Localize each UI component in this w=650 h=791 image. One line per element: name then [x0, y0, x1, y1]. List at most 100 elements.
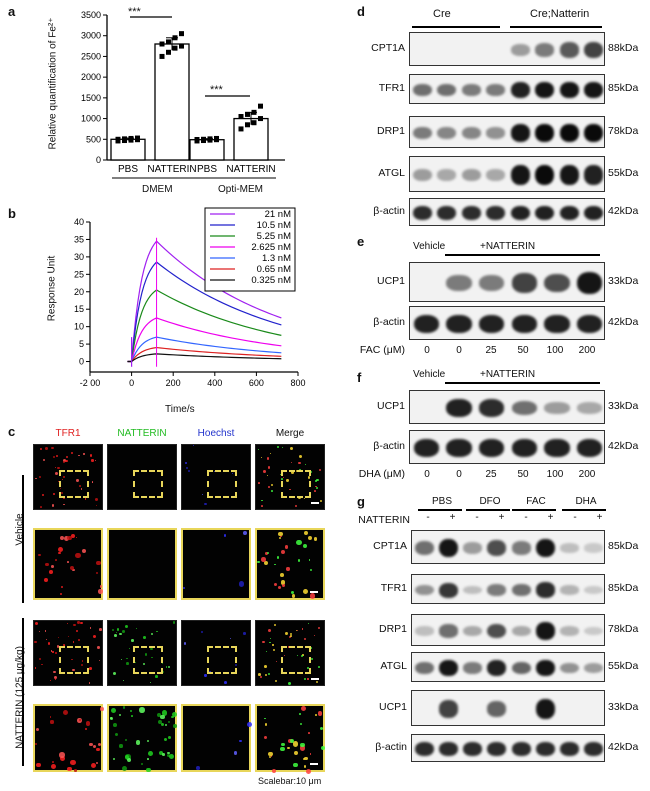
d-band-DRP1-3 [486, 127, 506, 139]
c-signal-r2-c1-26 [113, 672, 117, 676]
b-xtick-label-5: 800 [290, 378, 305, 388]
c-signal-r2-c3-12 [267, 628, 271, 632]
c-signal-r3-c1-6 [172, 711, 178, 717]
f-band-UCP1-3 [511, 400, 538, 415]
d-band-ATGL-1 [437, 169, 457, 181]
c-signal-r0-c3-36 [318, 468, 322, 472]
a-point-1-4 [159, 41, 165, 47]
f-band-β-actin-0 [413, 438, 440, 458]
g-sign-6: - [573, 512, 577, 523]
c-signal-r2-c3-28 [303, 677, 307, 681]
b-legend-label-1: 10.5 nM [257, 220, 291, 231]
c-signal-r2-c1-17 [121, 659, 123, 661]
panel-e-vehicle: Vehicle [413, 241, 446, 252]
c-signal-r3-c3-12 [263, 735, 268, 740]
c-signal-r3-c1-20 [139, 707, 145, 713]
c-signal-r2-c3-27 [259, 675, 263, 679]
c-signal-r3-c1-12 [161, 710, 167, 716]
e-dose-1: 0 [456, 345, 462, 356]
c-signal-r2-c2-0 [209, 670, 212, 673]
b-xtick-label-2: 200 [166, 378, 181, 388]
c-signal-r3-c2-3 [246, 721, 252, 727]
b-series-4 [127, 336, 282, 363]
c-signal-r0-c0-20 [55, 472, 59, 476]
d-band-TFR1-3 [486, 84, 506, 96]
d-band-ATGL-0 [412, 168, 432, 182]
row-label-vehicle: Vehicle [14, 513, 26, 546]
c-signal-r2-c3-33 [283, 654, 285, 656]
c-scalebar-r1 [310, 591, 318, 593]
g-band-TFR1-5 [535, 582, 555, 598]
c-signal-r0-c3-30 [262, 470, 266, 473]
c-signal-r0-c2-7 [204, 502, 207, 506]
c-signal-r2-c3-22 [270, 637, 272, 639]
d-band-DRP1-4 [510, 124, 530, 142]
c-signal-r3-c1-17 [127, 757, 132, 762]
a-point-0-7 [135, 135, 140, 141]
c-signal-r3-c3-20 [268, 751, 273, 757]
c-signal-r3-c0-21 [70, 759, 76, 766]
c-signal-r2-c1-0 [143, 636, 146, 640]
c-image-r1-c0 [33, 528, 103, 600]
c-signal-r2-c3-4 [268, 673, 271, 676]
c-signal-r2-c3-29 [290, 634, 293, 637]
c-signal-r3-c0-1 [63, 710, 69, 716]
c-signal-r1-c3-26 [302, 588, 308, 595]
c-signal-r3-c1-0 [111, 707, 116, 713]
d-size-ATGL: 55kDa [608, 167, 639, 179]
g-band-DRP1-0 [414, 626, 434, 636]
c-signal-r1-c0-4 [75, 552, 81, 559]
f-dose-4: 100 [546, 469, 564, 480]
c-signal-r3-c0-4 [50, 720, 54, 724]
c-signal-r2-c3-25 [287, 681, 291, 685]
a-cat-label-3: NATTERIN [226, 164, 275, 175]
c-signal-r1-c0-12 [57, 546, 63, 552]
c-signal-r0-c0-11 [63, 459, 67, 463]
c-signal-r0-c3-39 [294, 504, 298, 508]
g-band-CPT1A-7 [584, 543, 604, 553]
e-blot-β-actin [409, 306, 605, 340]
c-signal-r2-c1-21 [115, 632, 117, 634]
d-blot-β-actin [409, 198, 605, 226]
g-label-ATGL: ATGL [380, 660, 407, 672]
panel-d-label: d [357, 4, 365, 19]
c-signal-r2-c1-11 [114, 634, 118, 637]
d-band-DRP1-0 [412, 126, 432, 140]
g-sign-5: + [547, 512, 554, 523]
c-signal-r0-c0-37 [45, 447, 48, 450]
a-ytick-label-6: 3000 [81, 31, 101, 41]
c-signal-r3-c3-25 [300, 742, 305, 748]
g-group-2: FAC [526, 496, 546, 507]
c-signal-r2-c1-23 [123, 679, 124, 681]
c-scalebar-r2 [311, 678, 319, 680]
c-image-r3-c2 [181, 704, 252, 772]
c-image-r0-c1 [107, 444, 177, 510]
panel-d-group-crenatterin: Cre;Natterin [530, 8, 590, 20]
c-signal-r0-c0-6 [66, 455, 69, 459]
c-signal-r3-c1-23 [167, 751, 170, 755]
b-ytick-label-0: 0 [79, 357, 84, 367]
c-signal-r3-c1-11 [147, 758, 149, 760]
d-band-CPT1A-6 [559, 42, 579, 58]
c-signal-r3-c3-26 [292, 741, 299, 747]
c-signal-r2-c3-8 [272, 648, 276, 651]
c-image-r0-c2 [181, 444, 251, 510]
c-signal-r2-c0-19 [78, 639, 80, 641]
g-group-bar-2 [512, 509, 556, 511]
g-blot-ATGL [411, 652, 605, 682]
e-dose-0: 0 [424, 345, 430, 356]
c-signal-r3-c3-27 [305, 768, 311, 774]
c-signal-r1-c2-2 [243, 531, 248, 536]
c-signal-r3-c1-35 [164, 723, 167, 727]
c-signal-r0-c3-35 [271, 483, 274, 486]
c-signal-r0-c0-19 [78, 485, 81, 487]
f-dose-1: 0 [456, 469, 462, 480]
f-band-β-actin-2 [478, 438, 505, 458]
c-signal-r3-c1-4 [167, 753, 170, 757]
d-band-TFR1-4 [510, 81, 530, 99]
c-signal-r0-c0-36 [91, 459, 94, 462]
f-dose-2: 25 [485, 469, 497, 480]
f-dose-0: 0 [424, 469, 430, 480]
c-signal-r1-c0-22 [55, 559, 57, 562]
g-band-DRP1-1 [438, 624, 458, 638]
